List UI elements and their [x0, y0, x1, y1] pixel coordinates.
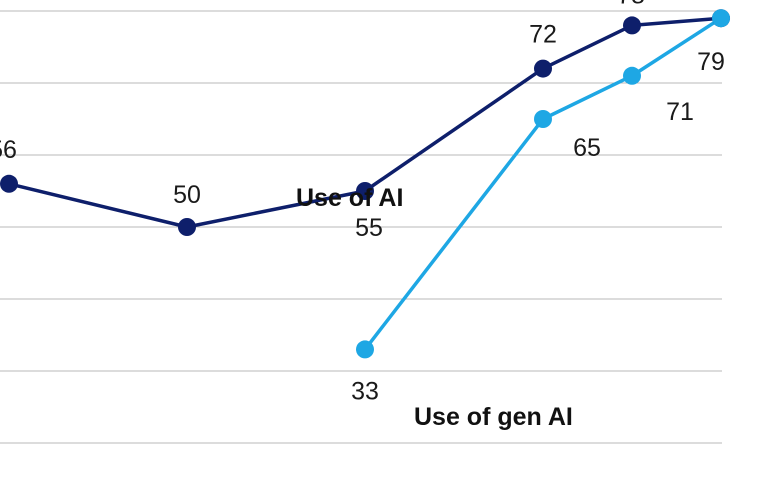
data-point — [623, 66, 641, 85]
gridlines — [0, 10, 722, 444]
data-label: 65 — [573, 134, 601, 162]
series-line — [8, 16, 722, 229]
data-label: 56 — [0, 136, 17, 164]
data-label: 78 — [617, 0, 645, 9]
series-label-use-of-gen-ai: Use of gen AI — [414, 403, 573, 431]
data-point — [534, 110, 552, 128]
data-label: 72 — [529, 21, 557, 49]
series-line — [363, 16, 722, 351]
data-point — [356, 182, 374, 200]
data-points — [0, 9, 730, 359]
series-label-use-of-ai: Use of AI — [296, 184, 403, 212]
data-label: 50 — [173, 181, 201, 209]
data-point — [534, 59, 552, 78]
data-label: 71 — [666, 98, 694, 126]
data-point — [356, 340, 374, 359]
data-point — [0, 174, 18, 193]
data-label: 55 — [355, 214, 383, 242]
data-point — [623, 16, 641, 35]
data-label: 79 — [697, 48, 725, 76]
series-lines — [8, 16, 722, 351]
data-point — [712, 9, 730, 28]
data-label: 33 — [351, 377, 379, 405]
data-point — [178, 218, 196, 236]
